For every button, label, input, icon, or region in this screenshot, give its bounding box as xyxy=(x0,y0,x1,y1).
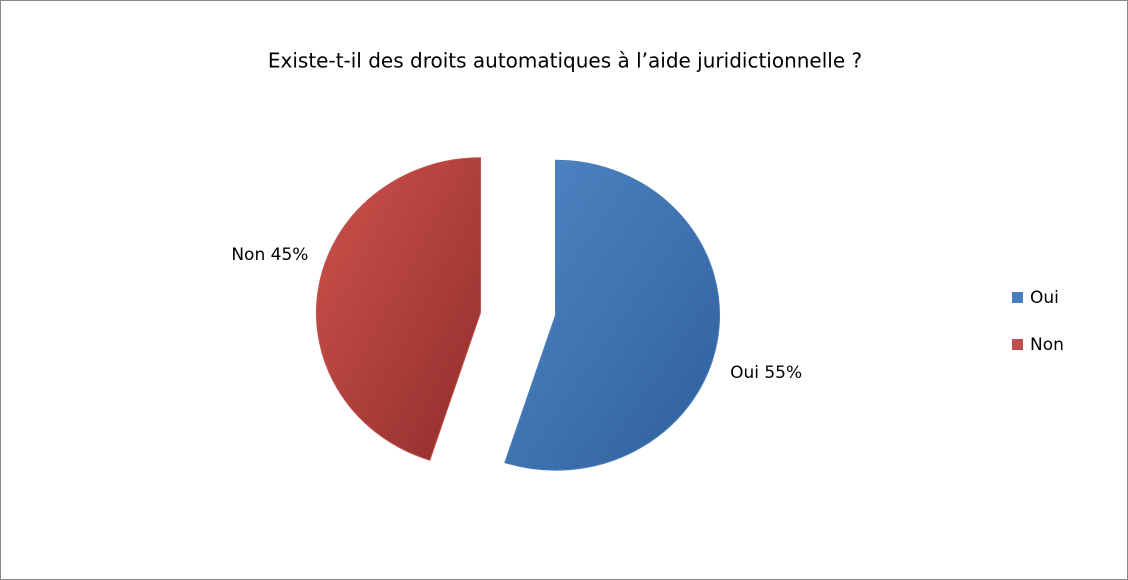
pie-slice xyxy=(504,159,720,471)
pie-slice xyxy=(316,157,481,461)
data-label: Non 45% xyxy=(231,245,308,265)
chart-title: Existe-t-il des droits automatiques à l’… xyxy=(268,49,862,73)
legend-label: Oui xyxy=(1030,288,1059,308)
data-label: Oui 55% xyxy=(730,363,802,383)
legend-swatch xyxy=(1012,339,1023,350)
legend-label: Non xyxy=(1030,335,1064,355)
legend-swatch xyxy=(1012,292,1023,303)
